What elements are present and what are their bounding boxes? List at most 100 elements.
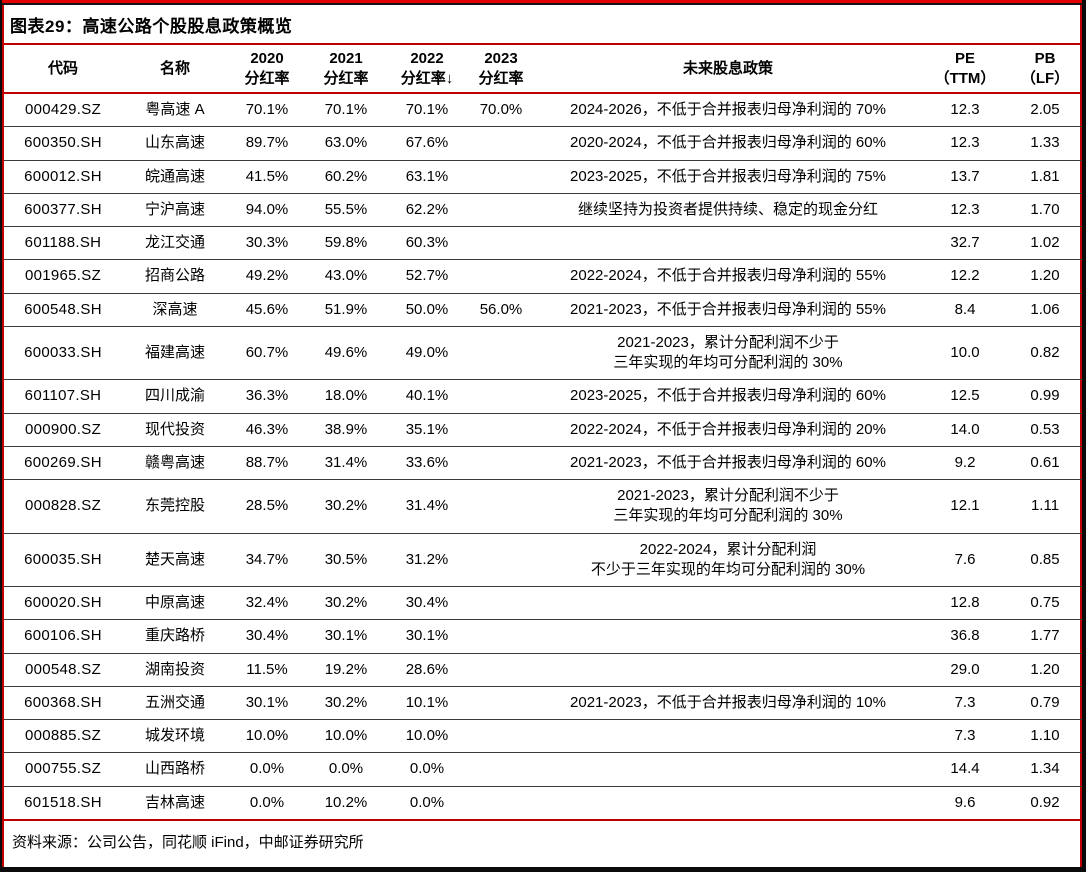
cell-pb: 0.99 (1008, 379, 1082, 414)
cell-y2021: 30.5% (306, 533, 386, 587)
cell-y2023 (468, 752, 534, 787)
cell-pb: 0.82 (1008, 326, 1082, 381)
table-row: 600269.SH 赣粤高速 88.7% 31.4% 33.6% 2021-2023，不低… (4, 446, 1082, 481)
cell-pb: 1.70 (1008, 193, 1082, 228)
cell-y2023 (468, 686, 534, 721)
cell-y2023 (468, 619, 534, 654)
header-2021-payout: 2021 分红率 (306, 45, 386, 94)
cell-policy: 2023-2025，不低于合并报表归母净利润的 75% (534, 160, 922, 194)
cell-y2023 (468, 786, 534, 819)
cell-policy: 2021-2023，不低于合并报表归母净利润的 55% (534, 293, 922, 327)
cell-y2023: 70.0% (468, 93, 534, 128)
cell-policy: 2022-2024，累计分配利润 不少于三年实现的年均可分配利润的 30% (534, 533, 922, 587)
cell-y2020: 60.7% (228, 326, 306, 381)
cell-pb: 1.06 (1008, 293, 1082, 327)
top-rule (2, 3, 1082, 5)
cell-name: 重庆路桥 (122, 619, 228, 654)
table-body: 000429.SZ 粤高速 A 70.1% 70.1% 70.1% 70.0% 2024-2… (4, 93, 1082, 819)
cell-pe: 12.1 (922, 479, 1008, 534)
cell-y2021: 31.4% (306, 446, 386, 481)
table-header: 代码 名称 2020 分红率 2021 分红率 2022 分红率↓ 2023 分… (4, 45, 1082, 94)
cell-y2023 (468, 446, 534, 481)
cell-pe: 12.5 (922, 379, 1008, 414)
cell-y2023 (468, 379, 534, 414)
cell-name: 城发环境 (122, 719, 228, 754)
cell-y2021: 18.0% (306, 379, 386, 414)
cell-y2023: 56.0% (468, 293, 534, 327)
cell-y2023 (468, 226, 534, 261)
header-2023-payout: 2023 分红率 (468, 45, 534, 94)
cell-pe: 12.3 (922, 193, 1008, 228)
cell-name: 招商公路 (122, 259, 228, 294)
cell-y2022: 31.2% (386, 533, 468, 587)
cell-pe: 9.6 (954, 793, 976, 811)
cell-policy: 2022-2024，不低于合并报表归母净利润的 20% (534, 413, 922, 447)
cell-name: 楚天高速 (122, 533, 228, 587)
cell-name: 粤高速 A (122, 93, 228, 128)
cell-code: 000885.SZ (4, 719, 122, 754)
cell-name: 东莞控股 (122, 479, 228, 534)
cell-y2021: 55.5% (306, 193, 386, 228)
table-row: 600548.SH 深高速 45.6% 51.9% 50.0% 56.0% 2021-202… (4, 293, 1082, 327)
cell-y2022: 10.1% (386, 686, 468, 721)
cell-y2021: 30.2% (306, 479, 386, 534)
cell-policy (534, 752, 922, 787)
cell-code: 601518.SH (24, 793, 102, 811)
cell-y2021: 49.6% (306, 326, 386, 381)
table-row: 000429.SZ 粤高速 A 70.1% 70.1% 70.1% 70.0% 2024-2… (4, 93, 1082, 128)
cell-y2021: 51.9% (306, 293, 386, 327)
cell-pe: 12.3 (922, 126, 1008, 161)
cell-y2020: 89.7% (228, 126, 306, 161)
cell-y2023 (468, 719, 534, 754)
table-row: 600106.SH 重庆路桥 30.4% 30.1% 30.1% 36.8 1.77 (4, 619, 1082, 654)
table-row: 000885.SZ 城发环境 10.0% 10.0% 10.0% 7.3 1.10 (4, 719, 1082, 754)
cell-y2022: 35.1% (386, 413, 468, 447)
cell-pb: 1.10 (1008, 719, 1082, 754)
cell-name: 赣粤高速 (122, 446, 228, 481)
cell-y2022: 28.6% (386, 653, 468, 687)
table-row: 000548.SZ 湖南投资 11.5% 19.2% 28.6% 29.0 1.20 (4, 653, 1082, 687)
cell-y2023 (468, 259, 534, 294)
cell-y2023 (468, 326, 534, 381)
cell-y2022: 50.0% (386, 293, 468, 327)
cell-y2022: 63.1% (386, 160, 468, 194)
spacer (4, 863, 1080, 867)
cell-name: 中原高速 (122, 586, 228, 621)
cell-y2020: 10.0% (228, 719, 306, 754)
cell-y2020: 32.4% (228, 586, 306, 621)
cell-y2021: 70.1% (306, 93, 386, 128)
cell-pe: 10.0 (922, 326, 1008, 381)
cell-policy: 2020-2024，不低于合并报表归母净利润的 60% (534, 126, 922, 161)
cell-code: 600377.SH (4, 193, 122, 228)
cell-code: 600012.SH (4, 160, 122, 194)
cell-policy (534, 619, 922, 654)
cell-name: 吉林高速 (144, 793, 205, 811)
table-row: 600033.SH 福建高速 60.7% 49.6% 49.0% 2021-2023，累计… (4, 326, 1082, 381)
table-row: 601107.SH 四川成渝 36.3% 18.0% 40.1% 2023-2025，不低… (4, 379, 1082, 414)
cell-code: 601188.SH (4, 226, 122, 261)
table-row: 000900.SZ 现代投资 46.3% 38.9% 35.1% 2022-2024，不低… (4, 413, 1082, 447)
cell-y2023 (468, 479, 534, 534)
cell-code: 001965.SZ (4, 259, 122, 294)
cell-y2022: 40.1% (386, 379, 468, 414)
cell-policy: 2021-2023，不低于合并报表归母净利润的 10% (534, 686, 922, 721)
cell-policy (534, 226, 922, 261)
cell-name: 山西路桥 (122, 752, 228, 787)
cell-name: 福建高速 (122, 326, 228, 381)
cell-pe: 9.2 (922, 446, 1008, 481)
table-row: 600350.SH 山东高速 89.7% 63.0% 67.6% 2020-2024，不低… (4, 126, 1082, 161)
cell-y2020: 0.0% (249, 793, 285, 811)
cell-code: 000548.SZ (4, 653, 122, 687)
cell-pe: 14.0 (922, 413, 1008, 447)
table-row: 600012.SH 皖通高速 41.5% 60.2% 63.1% 2023-2025，不低… (4, 160, 1082, 194)
table-row: 600377.SH 宁沪高速 94.0% 55.5% 62.2% 继续坚持为投资者提供持续… (4, 193, 1082, 228)
cell-policy: 继续坚持为投资者提供持续、稳定的现金分红 (534, 193, 922, 228)
cell-code: 600548.SH (4, 293, 122, 327)
cell-pb: 1.11 (1008, 479, 1082, 534)
cell-y2020: 45.6% (228, 293, 306, 327)
cell-name: 深高速 (122, 293, 228, 327)
cell-pe: 7.6 (922, 533, 1008, 587)
cell-pe: 13.7 (922, 160, 1008, 194)
cell-code: 601107.SH (4, 379, 122, 414)
cell-y2020: 30.4% (228, 619, 306, 654)
